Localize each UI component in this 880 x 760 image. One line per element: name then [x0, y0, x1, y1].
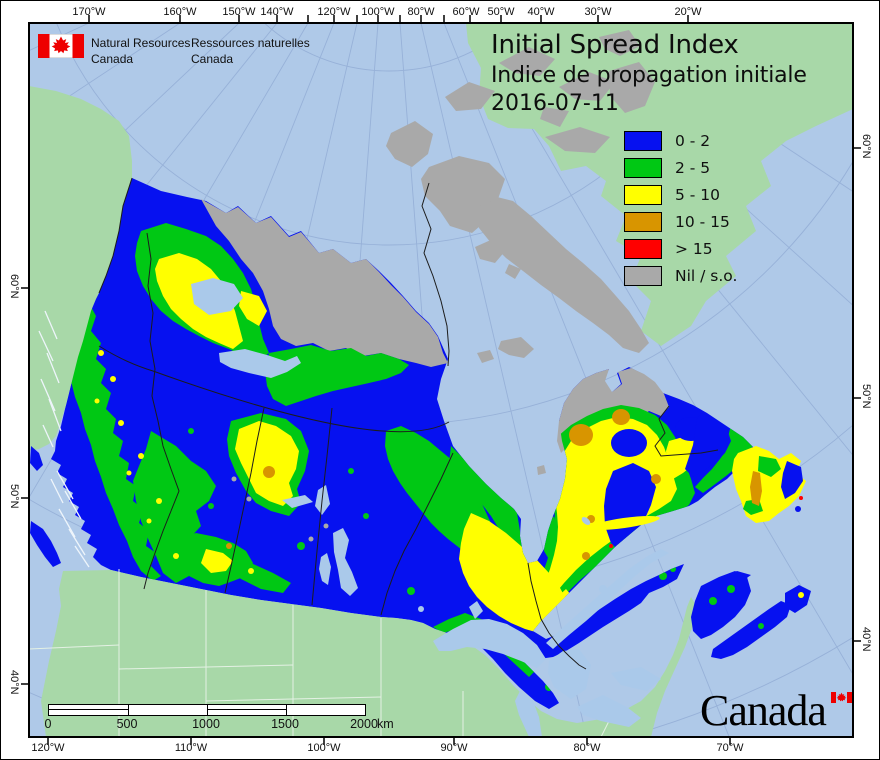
us-land [29, 86, 697, 737]
legend: 0 - 2 2 - 5 5 - 10 10 - 15 > 15 Nil / s.… [624, 131, 737, 293]
axis-label: 40°N [860, 627, 872, 652]
legend-row: 5 - 10 [624, 185, 737, 205]
axis-label: 70°W [716, 742, 744, 754]
logo-text-en: Natural Resources Canada [91, 36, 190, 67]
legend-label: 10 - 15 [675, 213, 730, 231]
axis-label: 120°W [317, 6, 351, 18]
canada-flag-icon [38, 34, 84, 58]
title-date: 2016-07-11 [491, 91, 619, 116]
map-frame [21, 15, 861, 745]
axis-label: 40°W [527, 6, 555, 18]
axis-label: 60°N [8, 274, 20, 299]
canada-wordmark: Canada [700, 686, 827, 735]
scalebar-bar [48, 704, 366, 716]
axis-label: 50°N [860, 384, 872, 409]
logo-fr-line2: Canada [191, 51, 234, 66]
legend-row: Nil / s.o. [624, 266, 737, 286]
axis-label: 120°W [31, 742, 65, 754]
scalebar-unit: km [377, 717, 394, 731]
islands [30, 446, 811, 659]
legend-row: 0 - 2 [624, 131, 737, 151]
scalebar-label: 2000 [350, 717, 378, 731]
logo-en-line2: Canada [91, 51, 134, 66]
nil-specks [231, 476, 329, 542]
axis-label: 110°W [174, 742, 208, 754]
axis-label: 50°N [8, 484, 20, 509]
axis-label: 140°W [260, 6, 294, 18]
legend-label: > 15 [675, 240, 713, 258]
map-title-block: Initial Spread Index Indice de propagati… [491, 30, 807, 116]
legend-label: Nil / s.o. [675, 267, 738, 285]
axis-label: 40°N [8, 670, 20, 695]
legend-label: 0 - 2 [675, 132, 711, 150]
lakes [191, 278, 669, 737]
logo-text-fr: Ressources naturelles Canada [191, 36, 310, 67]
legend-row: 2 - 5 [624, 158, 737, 178]
us-state-borders [29, 569, 610, 737]
axis-label: 150°W [222, 6, 256, 18]
province-borders [98, 177, 719, 670]
title-fr: Indice de propagation initiale [491, 63, 807, 88]
legend-swatch-5-10 [624, 185, 662, 205]
legend-row: 10 - 15 [624, 212, 737, 232]
axis-label: 60°W [452, 6, 480, 18]
fjords [38, 310, 90, 568]
axis-label: 80°W [407, 6, 435, 18]
scalebar-label: 1500 [271, 717, 299, 731]
axis-label: 30°W [584, 6, 612, 18]
axis-label: 20°W [674, 6, 702, 18]
axis-label: 100°W [361, 6, 395, 18]
legend-swatch-0-2 [624, 131, 662, 151]
axis-label: 160°W [163, 6, 197, 18]
scalebar-label: 0 [44, 717, 52, 731]
legend-swatch-gt15 [624, 239, 662, 259]
legend-row: > 15 [624, 239, 737, 259]
title-en: Initial Spread Index [491, 30, 739, 60]
logo-fr-line1: Ressources naturelles [191, 36, 310, 50]
logo-en-line1: Natural Resources [91, 36, 191, 50]
legend-label: 2 - 5 [675, 159, 711, 177]
legend-swatch-2-5 [624, 158, 662, 178]
axis-label: 60°N [860, 134, 872, 159]
axis-label: 50°W [487, 6, 515, 18]
wordmark-flag-icon [831, 692, 852, 703]
nil-regions [201, 30, 669, 475]
scalebar-label: 1000 [192, 717, 220, 731]
axis-label: 90°W [440, 742, 468, 754]
legend-swatch-nil [624, 266, 662, 286]
isi-blue-patches-quebec [604, 413, 731, 553]
scalebar-label: 500 [116, 717, 138, 731]
axis-label: 80°W [573, 742, 601, 754]
axis-label: 100°W [307, 742, 341, 754]
greenland-land [466, 23, 853, 346]
axis-label: 170°W [72, 6, 106, 18]
legend-label: 5 - 10 [675, 186, 721, 204]
legend-swatch-10-15 [624, 212, 662, 232]
